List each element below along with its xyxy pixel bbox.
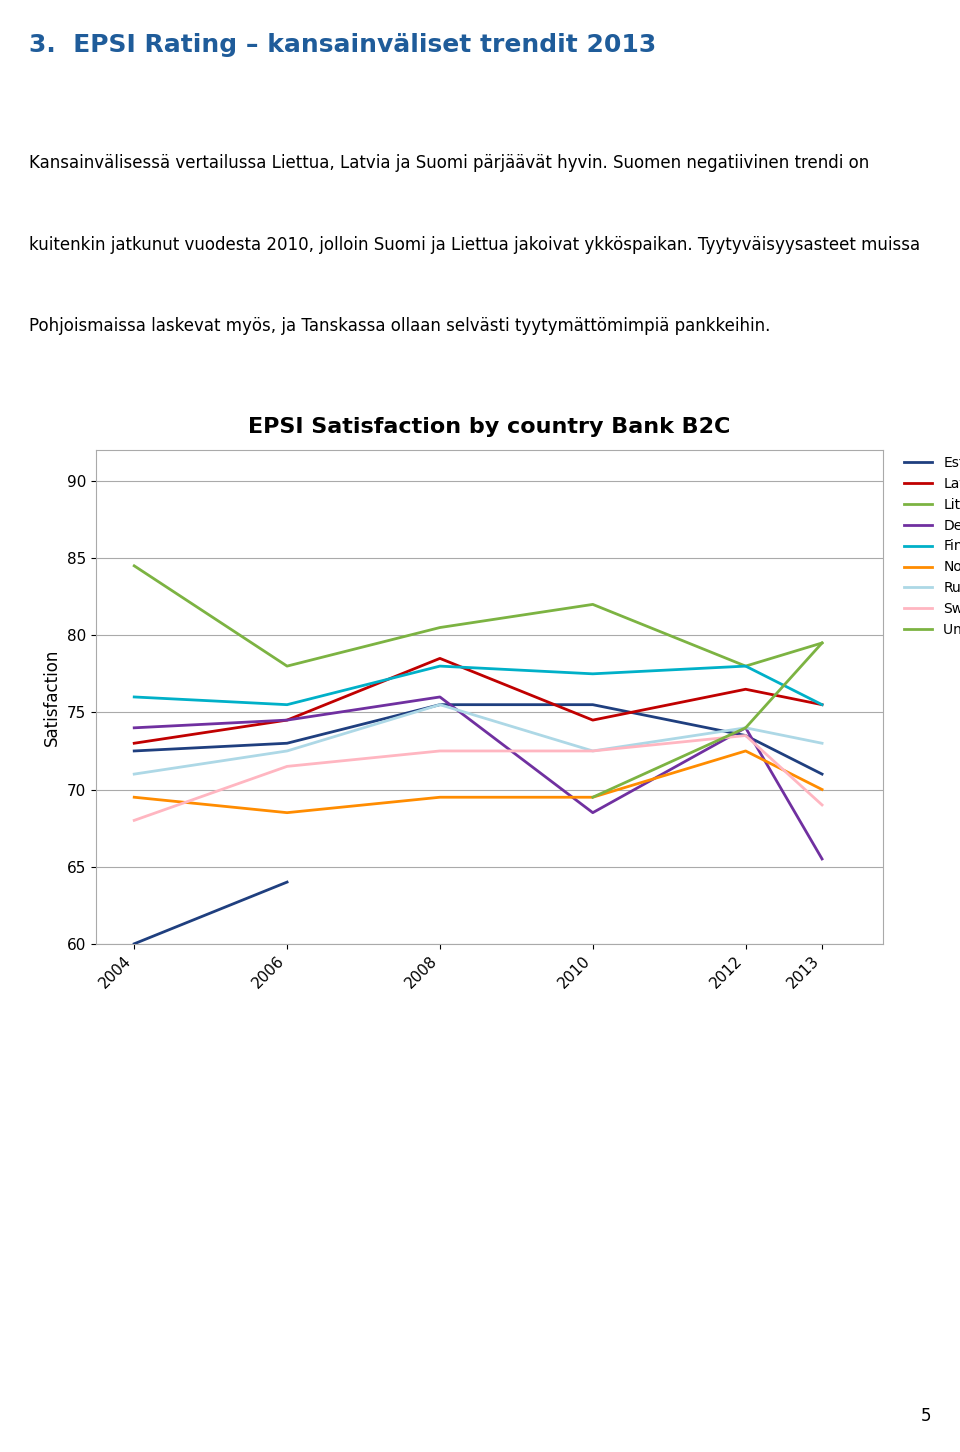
Latvia	[740, 681, 752, 698]
Norway	[587, 788, 598, 806]
Lithuania	[434, 619, 445, 636]
Lithuania	[816, 635, 828, 652]
Estonia	[587, 696, 598, 713]
Line: Norway: Norway	[134, 751, 822, 813]
Line: Lithuania: Lithuania	[134, 566, 822, 666]
Denmark	[587, 804, 598, 822]
United Kingdom	[740, 719, 752, 736]
United Kingdom	[587, 788, 598, 806]
Norway	[434, 788, 445, 806]
Lithuania	[129, 558, 140, 575]
Title: EPSI Satisfaction by country Bank B2C: EPSI Satisfaction by country Bank B2C	[249, 418, 731, 437]
Sweden	[816, 796, 828, 813]
Legend: Estonia, Latvia, Lithuania, Denmark, Finland, Norway, Russia, Sweden, United Kin: Estonia, Latvia, Lithuania, Denmark, Fin…	[899, 450, 960, 643]
Estonia	[434, 696, 445, 713]
Russia	[816, 735, 828, 752]
Denmark	[129, 719, 140, 736]
Russia	[587, 742, 598, 759]
Sweden	[587, 742, 598, 759]
Finland	[281, 696, 293, 713]
Latvia	[129, 735, 140, 752]
Line: Sweden: Sweden	[134, 736, 822, 820]
Russia	[281, 742, 293, 759]
Line: Denmark: Denmark	[134, 697, 822, 860]
Finland	[816, 696, 828, 713]
Norway	[129, 788, 140, 806]
Denmark	[281, 711, 293, 729]
Norway	[281, 804, 293, 822]
Norway	[740, 742, 752, 759]
Russia	[434, 696, 445, 713]
Estonia	[281, 735, 293, 752]
Sweden	[281, 758, 293, 775]
Latvia	[587, 711, 598, 729]
Sweden	[434, 742, 445, 759]
Estonia	[816, 765, 828, 783]
Line: Latvia: Latvia	[134, 658, 822, 743]
Text: kuitenkin jatkunut vuodesta 2010, jolloin Suomi ja Liettua jakoivat ykköspaikan.: kuitenkin jatkunut vuodesta 2010, jolloi…	[29, 235, 920, 254]
Latvia	[816, 696, 828, 713]
Denmark	[434, 688, 445, 706]
Text: Pohjoismaissa laskevat myös, ja Tanskassa ollaan selvästi tyytymättömimpiä pankk: Pohjoismaissa laskevat myös, ja Tanskass…	[29, 317, 770, 335]
Text: Kansainvälisessä vertailussa Liettua, Latvia ja Suomi pärjäävät hyvin. Suomen ne: Kansainvälisessä vertailussa Liettua, La…	[29, 154, 869, 173]
Line: Finland: Finland	[134, 666, 822, 704]
Finland	[740, 658, 752, 675]
Lithuania	[281, 658, 293, 675]
Lithuania	[587, 595, 598, 613]
Finland	[434, 658, 445, 675]
Sweden	[129, 812, 140, 829]
Estonia	[740, 727, 752, 745]
Russia	[740, 719, 752, 736]
Text: 5: 5	[921, 1407, 931, 1424]
Line: Estonia: Estonia	[134, 704, 822, 774]
United Kingdom	[816, 635, 828, 652]
Lithuania	[740, 658, 752, 675]
Finland	[587, 665, 598, 682]
Finland	[129, 688, 140, 706]
Sweden	[740, 727, 752, 745]
Denmark	[740, 719, 752, 736]
Line: United Kingdom: United Kingdom	[592, 643, 822, 797]
Russia	[129, 765, 140, 783]
Text: 3.  EPSI Rating – kansainväliset trendit 2013: 3. EPSI Rating – kansainväliset trendit …	[29, 32, 656, 57]
Y-axis label: Satisfaction: Satisfaction	[43, 648, 61, 746]
Latvia	[434, 649, 445, 666]
Denmark	[816, 851, 828, 868]
Latvia	[281, 711, 293, 729]
Line: Russia: Russia	[134, 704, 822, 774]
Norway	[816, 781, 828, 799]
Estonia	[129, 742, 140, 759]
